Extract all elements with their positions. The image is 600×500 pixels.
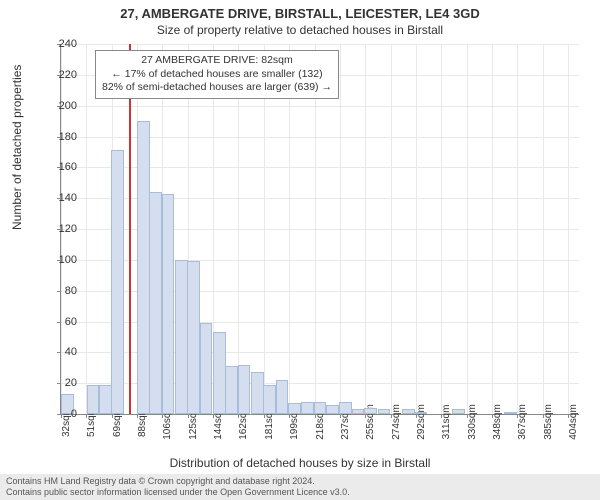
- ytick-label: 80: [47, 285, 77, 297]
- ytick-label: 20: [47, 377, 77, 389]
- ytick-label: 100: [47, 254, 77, 266]
- histogram-bar: [301, 402, 314, 414]
- histogram-bar: [378, 409, 391, 414]
- gridline-v: [86, 44, 87, 414]
- histogram-bar: [238, 365, 251, 414]
- histogram-bar: [187, 261, 200, 414]
- histogram-bar: [175, 260, 188, 414]
- gridline-v: [289, 44, 290, 414]
- ytick-label: 200: [47, 100, 77, 112]
- xtick-label: 367sqm: [517, 404, 528, 440]
- gridline-v: [391, 44, 392, 414]
- histogram-bar: [414, 412, 427, 414]
- xtick-label: 311sqm: [441, 405, 452, 440]
- gridline-v: [568, 44, 569, 414]
- histogram-bar: [452, 409, 465, 414]
- histogram-bar: [326, 405, 339, 414]
- xtick-label: 404sqm: [568, 404, 579, 440]
- ytick-label: 160: [47, 161, 77, 173]
- gridline-v: [543, 44, 544, 414]
- histogram-bar: [225, 366, 238, 414]
- histogram-bar: [364, 408, 377, 414]
- gridline-v: [517, 44, 518, 414]
- gridline-v: [264, 44, 265, 414]
- xtick-label: 274sqm: [391, 404, 402, 440]
- histogram-bar: [87, 385, 100, 414]
- histogram-bar: [339, 402, 352, 414]
- gridline-v: [441, 44, 442, 414]
- histogram-bar: [213, 332, 226, 414]
- y-axis-label: Number of detached properties: [10, 65, 24, 230]
- ytick-label: 240: [47, 38, 77, 50]
- gridline-v: [340, 44, 341, 414]
- footer: Contains HM Land Registry data © Crown c…: [0, 474, 600, 500]
- gridline-v: [492, 44, 493, 414]
- histogram-bar: [263, 385, 276, 414]
- xtick-label: 348sqm: [492, 404, 503, 440]
- ytick-label: 140: [47, 192, 77, 204]
- histogram-bar: [504, 412, 517, 414]
- plot-area: 32sqm51sqm69sqm88sqm106sqm125sqm144sqm16…: [60, 44, 579, 415]
- ytick-label: 120: [47, 223, 77, 235]
- ytick-label: 40: [47, 346, 77, 358]
- chart-title: 27, AMBERGATE DRIVE, BIRSTALL, LEICESTER…: [0, 0, 600, 21]
- gridline-v: [238, 44, 239, 414]
- xtick-label: 292sqm: [416, 404, 427, 440]
- histogram-bar: [111, 150, 124, 414]
- histogram-bar: [314, 402, 327, 414]
- xtick-label: 330sqm: [467, 404, 478, 440]
- histogram-bar: [352, 409, 365, 414]
- histogram-bar: [276, 380, 289, 414]
- gridline-h: [61, 44, 579, 45]
- histogram-bar: [251, 372, 264, 414]
- footer-line-2: Contains public sector information licen…: [6, 487, 594, 498]
- ytick-label: 0: [47, 408, 77, 420]
- histogram-bar: [137, 121, 150, 414]
- footer-line-1: Contains HM Land Registry data © Crown c…: [6, 476, 594, 487]
- histogram-bar: [402, 409, 415, 414]
- annotation-line: 82% of semi-detached houses are larger (…: [102, 81, 332, 95]
- chart-subtitle: Size of property relative to detached ho…: [0, 21, 600, 37]
- ytick-label: 220: [47, 69, 77, 81]
- marker-line: [129, 44, 131, 414]
- annotation-line: ← 17% of detached houses are smaller (13…: [102, 68, 332, 82]
- gridline-v: [365, 44, 366, 414]
- x-axis-label: Distribution of detached houses by size …: [0, 456, 600, 470]
- gridline-v: [467, 44, 468, 414]
- gridline-v: [416, 44, 417, 414]
- annotation-line: 27 AMBERGATE DRIVE: 82sqm: [102, 54, 332, 68]
- ytick-label: 60: [47, 316, 77, 328]
- histogram-bar: [162, 194, 175, 414]
- histogram-bar: [288, 403, 301, 414]
- gridline-h: [61, 106, 579, 107]
- annotation-box: 27 AMBERGATE DRIVE: 82sqm← 17% of detach…: [95, 50, 339, 99]
- chart-container: 27, AMBERGATE DRIVE, BIRSTALL, LEICESTER…: [0, 0, 600, 500]
- ytick-label: 180: [47, 131, 77, 143]
- histogram-bar: [149, 192, 162, 414]
- gridline-v: [315, 44, 316, 414]
- xtick-label: 385sqm: [543, 404, 554, 440]
- histogram-bar: [99, 385, 112, 414]
- histogram-bar: [200, 323, 213, 414]
